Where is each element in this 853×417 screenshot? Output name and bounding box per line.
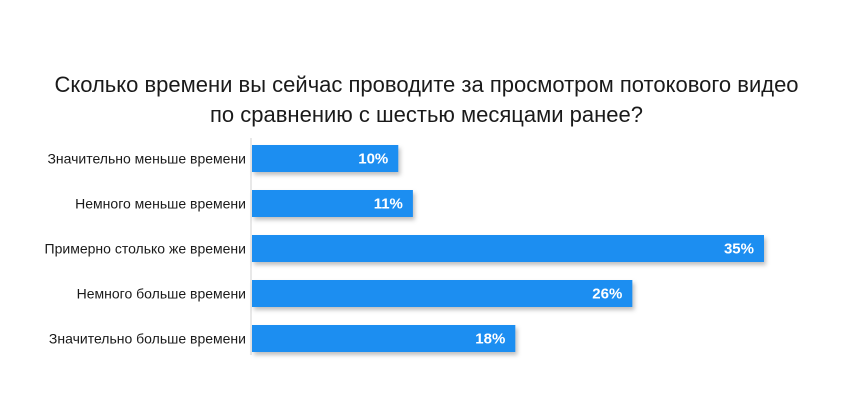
chart-title: Сколько времени вы сейчас проводите за п… bbox=[54, 72, 799, 127]
bar bbox=[252, 190, 413, 217]
value-label: 11% bbox=[374, 196, 403, 213]
value-label: 26% bbox=[592, 286, 622, 303]
value-label: 10% bbox=[358, 151, 388, 168]
category-label: Немного меньше времени bbox=[75, 196, 246, 212]
bar bbox=[252, 280, 633, 307]
category-label: Значительно меньше времени bbox=[47, 151, 246, 167]
bar bbox=[252, 145, 399, 172]
value-label: 35% bbox=[724, 241, 754, 258]
category-label: Значительно больше времени bbox=[49, 331, 246, 347]
value-label: 18% bbox=[475, 331, 505, 348]
category-label: Немного больше времени bbox=[77, 286, 246, 302]
bar bbox=[252, 325, 516, 352]
bar bbox=[252, 235, 764, 262]
category-label: Примерно столько же времени bbox=[45, 241, 246, 257]
